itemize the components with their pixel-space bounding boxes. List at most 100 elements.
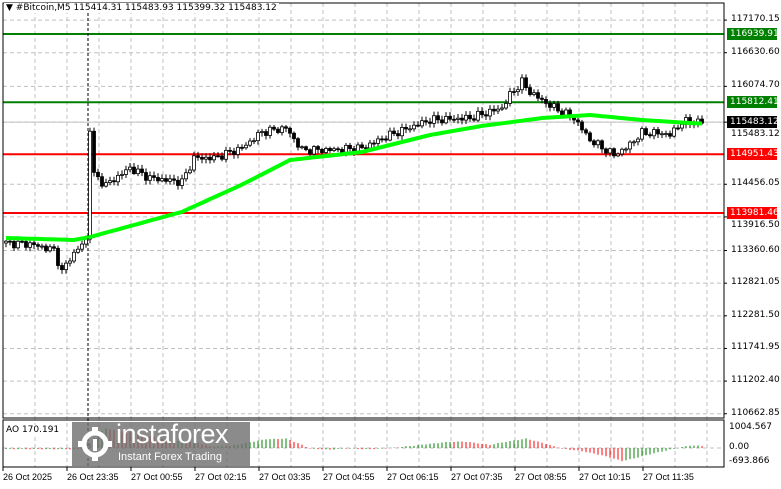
candle-bull — [88, 130, 92, 240]
ohlc-low: 115399.32 — [176, 3, 226, 13]
candle-bull — [640, 128, 644, 140]
candle-bear — [56, 247, 60, 266]
candle-bull — [420, 120, 424, 127]
candle-bear — [536, 92, 540, 99]
candle-bear — [220, 155, 224, 160]
candle-bull — [108, 180, 112, 184]
candle-bear — [152, 175, 156, 178]
bid-price-tag: 115483.12 — [727, 116, 779, 129]
candle-bear — [296, 138, 300, 148]
candle-bear — [492, 108, 496, 112]
time-tick-label: 27 Oct 04:55 — [323, 472, 375, 482]
ohlc-close: 115483.12 — [228, 3, 277, 13]
candle-bull — [532, 92, 536, 95]
candle-bull — [252, 140, 256, 143]
ma-line — [5, 112, 703, 243]
candle-bear — [468, 114, 472, 120]
candle-bear — [668, 133, 672, 137]
time-tick-label: 26 Oct 23:35 — [67, 472, 119, 482]
candle-bull — [148, 175, 152, 181]
candle-bear — [176, 179, 180, 186]
candle-bull — [456, 117, 460, 120]
candle-bull — [160, 178, 164, 182]
candle-bear — [612, 148, 616, 157]
candle-bear — [292, 132, 296, 140]
candle-bear — [316, 146, 320, 150]
candle-bear — [428, 121, 432, 124]
candle-bull — [40, 245, 44, 248]
candle-bear — [460, 117, 464, 121]
candle-bull — [4, 240, 8, 244]
moving-average — [5, 112, 703, 243]
candle-bull — [388, 130, 392, 141]
candle-bear — [284, 126, 288, 129]
grid — [2, 3, 727, 471]
candle-bear — [20, 240, 24, 243]
candle-bear — [360, 144, 364, 149]
candle-bull — [408, 128, 412, 131]
candle-bull — [260, 131, 264, 133]
candle-bear — [452, 118, 456, 121]
candle-bear — [60, 265, 64, 271]
candle-bull — [224, 149, 228, 160]
candle-bull — [312, 146, 316, 155]
candle-bear — [600, 140, 604, 150]
ao-tick-label: -693.866 — [729, 456, 770, 466]
candle-bear — [276, 128, 280, 133]
candle-bull — [504, 103, 508, 109]
candle-bear — [512, 91, 516, 93]
candle-bull — [508, 91, 512, 104]
candle-bull — [48, 246, 52, 252]
candle-bull — [520, 77, 524, 91]
symbol: #Bitcoin,M5 — [15, 3, 71, 13]
candle-bull — [212, 155, 216, 161]
candle-bull — [136, 168, 140, 175]
candle-bear — [648, 134, 652, 137]
candle-bull — [620, 148, 624, 155]
candle-bear — [264, 131, 268, 136]
candle-bear — [392, 130, 396, 134]
candle-bull — [180, 178, 184, 186]
candle-bull — [432, 115, 436, 124]
candle-bull — [256, 132, 260, 142]
ao-label: AO 170.191 — [6, 425, 60, 435]
candle-bull — [116, 174, 120, 183]
candle-bear — [156, 177, 160, 182]
candle-bull — [400, 127, 404, 137]
candle-bull — [376, 138, 380, 144]
logo-tagline: Instant Forex Trading — [118, 451, 222, 463]
candle-bear — [8, 240, 12, 243]
candle-bull — [268, 126, 272, 136]
candle-bear — [588, 132, 592, 142]
candle-bear — [528, 87, 532, 95]
time-tick-label: 27 Oct 03:35 — [259, 472, 311, 482]
candle-bull — [244, 144, 248, 149]
candle-bear — [196, 155, 200, 158]
collapse-icon[interactable]: ▼ — [6, 3, 13, 13]
candle-bear — [36, 244, 40, 247]
candle-bull — [324, 148, 328, 153]
ohlc-open: 115414.31 — [73, 3, 123, 13]
candle-bear — [592, 140, 596, 146]
ao-tick-label: 1004.567 — [729, 422, 772, 432]
candle-bear — [524, 77, 528, 88]
candle-bear — [140, 168, 144, 173]
candle-bull — [608, 148, 612, 154]
candle-bear — [208, 156, 212, 161]
candle-bull — [636, 138, 640, 143]
candles — [4, 74, 704, 274]
candle-bear — [112, 180, 116, 183]
ohlc-high: 115483.93 — [124, 3, 174, 13]
candle-bull — [368, 142, 372, 149]
candle-bull — [624, 148, 628, 151]
candle-bear — [304, 146, 308, 151]
candle-bear — [556, 103, 560, 112]
logo-name: instaforex — [116, 419, 229, 449]
candle-bull — [236, 146, 240, 155]
candle-bear — [164, 178, 168, 182]
candle-bear — [644, 128, 648, 136]
support-level-tag: 114951.43 — [727, 148, 779, 161]
candle-bear — [200, 156, 204, 160]
ao-tick-label: 0.00 — [729, 442, 750, 452]
